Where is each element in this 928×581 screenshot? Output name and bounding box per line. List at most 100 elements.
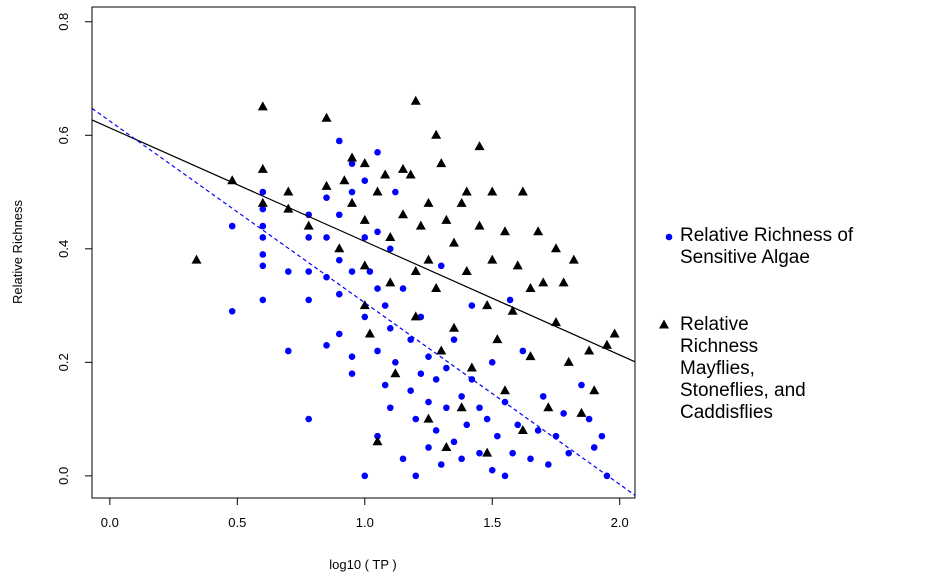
x-tick-label: 1.5	[483, 515, 501, 530]
fit-line	[92, 119, 635, 363]
point	[372, 436, 383, 446]
point	[425, 353, 432, 360]
point	[538, 277, 549, 287]
point	[407, 387, 414, 395]
point	[525, 351, 536, 361]
point	[259, 296, 267, 304]
point	[560, 410, 567, 417]
point	[259, 205, 267, 213]
point	[335, 211, 343, 219]
point	[431, 283, 442, 293]
point	[458, 393, 465, 400]
x-axis-label: log10 ( TP )	[329, 557, 396, 572]
legend-label: Relative Richness of Sensitive Algae	[680, 225, 854, 268]
point	[398, 163, 409, 173]
point	[492, 334, 503, 344]
point	[441, 441, 452, 451]
point	[359, 300, 370, 310]
point	[449, 237, 459, 247]
point	[405, 169, 416, 179]
point	[259, 222, 267, 230]
point	[483, 415, 491, 423]
point	[259, 251, 267, 258]
point	[335, 256, 343, 264]
point	[359, 158, 370, 168]
point	[507, 305, 518, 315]
point	[410, 311, 421, 321]
point	[461, 186, 472, 196]
point	[191, 254, 202, 264]
point	[425, 398, 432, 406]
point	[410, 95, 421, 105]
point	[565, 449, 573, 457]
point	[589, 385, 600, 395]
point	[423, 197, 434, 207]
point	[399, 285, 407, 292]
point	[659, 319, 669, 329]
point	[499, 226, 510, 236]
point	[487, 254, 498, 264]
fit-line	[92, 107, 635, 496]
point	[321, 180, 332, 190]
point	[609, 328, 620, 338]
point	[348, 370, 356, 377]
point	[437, 262, 445, 270]
point	[392, 359, 399, 366]
point	[283, 186, 294, 196]
point	[374, 432, 381, 440]
point	[305, 415, 312, 423]
point	[514, 421, 522, 429]
point	[374, 285, 381, 292]
point	[374, 347, 381, 355]
point	[476, 449, 483, 457]
point	[431, 129, 442, 139]
point	[601, 339, 612, 349]
y-tick-label: 0.2	[56, 353, 71, 371]
point	[456, 197, 467, 207]
point	[361, 313, 369, 321]
point	[519, 347, 527, 355]
point	[334, 243, 345, 253]
point	[227, 175, 238, 185]
point	[259, 262, 267, 270]
point	[450, 438, 458, 446]
point	[348, 353, 356, 360]
point	[257, 197, 268, 207]
point	[385, 231, 396, 241]
point	[545, 461, 552, 468]
point	[257, 101, 268, 111]
point	[563, 356, 574, 366]
point	[450, 336, 458, 343]
point	[347, 152, 358, 162]
point	[410, 266, 421, 276]
point	[543, 402, 554, 412]
point	[259, 234, 267, 241]
point	[257, 163, 268, 173]
point	[482, 300, 493, 310]
point	[461, 266, 472, 276]
point	[488, 466, 496, 474]
point	[385, 277, 396, 287]
point	[381, 381, 389, 389]
point	[432, 427, 440, 434]
point	[517, 186, 528, 196]
point	[584, 345, 595, 355]
x-tick-label: 0.0	[101, 515, 119, 530]
point	[348, 188, 356, 196]
point	[323, 234, 330, 241]
point	[533, 226, 544, 236]
point	[494, 432, 501, 440]
y-tick-label: 0.4	[56, 240, 71, 258]
point	[525, 283, 536, 293]
point	[456, 402, 467, 412]
point	[423, 413, 434, 423]
point	[443, 404, 450, 412]
point	[228, 222, 236, 230]
point	[361, 234, 369, 241]
point	[284, 347, 292, 355]
point	[284, 268, 292, 275]
point	[499, 385, 510, 395]
point	[305, 234, 312, 241]
point	[512, 260, 523, 270]
